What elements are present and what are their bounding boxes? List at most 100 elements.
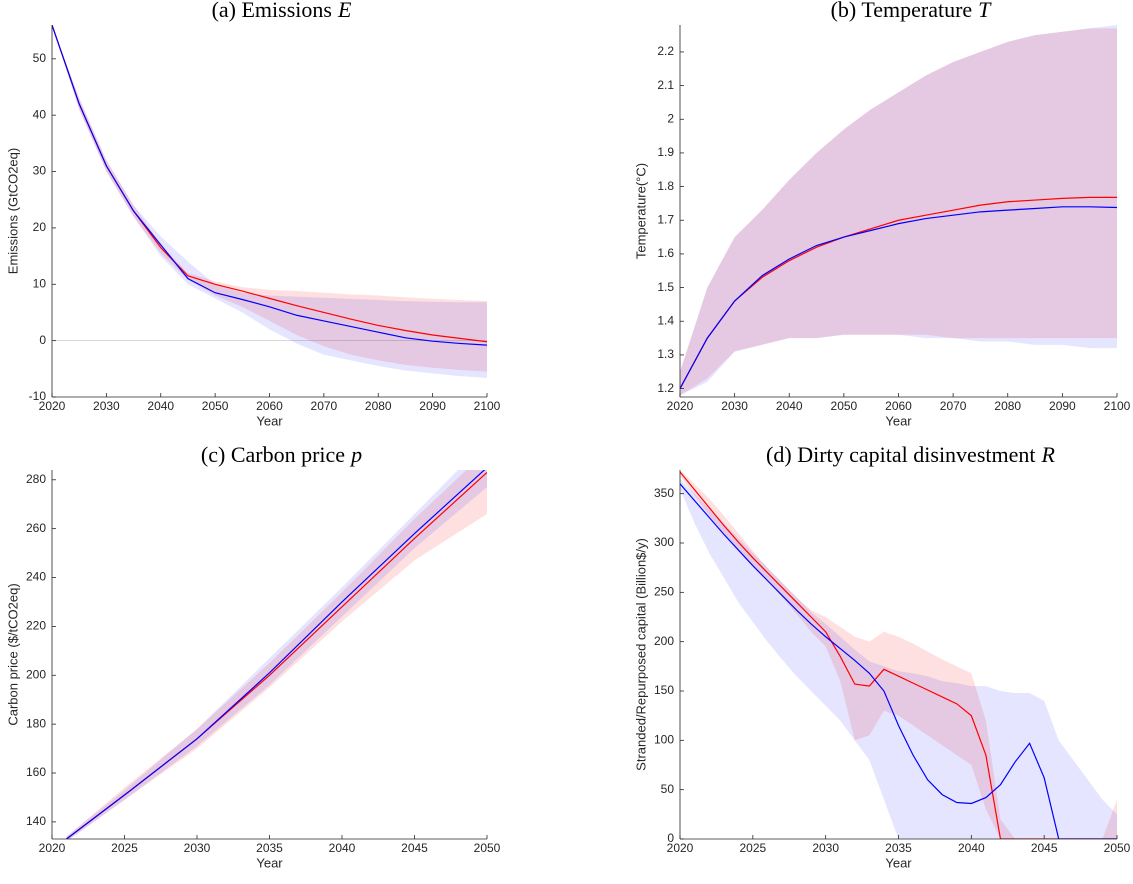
y-axis-label: Emissions (GtCO2eq): [5, 148, 20, 274]
y-tick-label: 200: [654, 634, 674, 648]
x-tick-label: 2020: [667, 841, 694, 855]
x-tick-label: 2100: [1104, 399, 1131, 413]
x-tick-label: 2030: [184, 841, 211, 855]
band: [680, 478, 1117, 839]
x-tick-label: 2040: [147, 399, 174, 413]
band: [680, 25, 1117, 396]
x-tick-label: 2035: [256, 841, 283, 855]
x-axis-label: Year: [256, 855, 283, 870]
title-text: (b) Temperature: [831, 0, 973, 22]
x-tick-label: 2080: [994, 399, 1021, 413]
x-tick-label: 2040: [329, 841, 356, 855]
y-tick-label: 240: [26, 570, 46, 584]
chart-title: (d) Dirty capital disinvestment R: [766, 442, 1055, 467]
x-tick-label: 2045: [401, 841, 428, 855]
y-tick-label: 100: [654, 733, 674, 747]
band: [52, 25, 487, 378]
panel: 2020 2025 2030 2035 2040 2045 2050 140 160 180 200…: [5, 442, 501, 870]
x-tick-label: 2025: [111, 841, 138, 855]
x-tick-label: 2060: [256, 399, 283, 413]
x-tick-label: 2050: [202, 399, 229, 413]
y-tick-label: 0: [39, 333, 46, 347]
y-axis-label: Stranded/Repurposed capital (Billion$/y): [633, 538, 648, 771]
plot-area: [66, 470, 487, 839]
band: [66, 470, 487, 839]
x-tick-label: 2050: [1104, 841, 1131, 855]
line: [680, 471, 1117, 839]
panel: 2020 2025 2030 2035 2040 2045 2050 0 50 100 150 200…: [633, 442, 1130, 870]
chart-title: (b) Temperature T: [831, 0, 993, 22]
title-symbol: E: [337, 0, 352, 22]
y-tick-label: 200: [26, 667, 46, 681]
band: [680, 28, 1117, 396]
y-tick-label: 50: [33, 51, 47, 65]
y-tick-label: 140: [26, 814, 46, 828]
y-tick-label: 2.2: [657, 44, 674, 58]
y-tick-label: 350: [654, 486, 674, 500]
line: [66, 470, 486, 839]
y-tick-label: 280: [26, 472, 46, 486]
x-tick-label: 2090: [1049, 399, 1076, 413]
plot-area: [680, 470, 1117, 839]
y-tick-label: 10: [33, 276, 47, 290]
line: [680, 206, 1117, 389]
band: [680, 470, 1117, 839]
line: [680, 196, 1117, 389]
y-tick-label: 1.3: [657, 347, 674, 361]
y-tick-label: 1.4: [657, 313, 674, 327]
y-tick-label: 1.5: [657, 280, 674, 294]
y-tick-label: 180: [26, 716, 46, 730]
x-tick-label: 2020: [39, 399, 66, 413]
y-tick-label: 1.9: [657, 145, 674, 159]
x-axis-label: Year: [885, 413, 912, 428]
y-tick-label: 1.6: [657, 246, 674, 260]
y-tick-label: 0: [667, 831, 674, 845]
x-tick-label: 2050: [831, 399, 858, 413]
x-tick-label: 2030: [93, 399, 120, 413]
y-axis-label: Carbon price ($/tCO2eq): [5, 583, 20, 725]
panel: 2020 2030 2040 2050 2060 2070 2080 2090 2100-100…: [5, 0, 500, 428]
x-tick-label: 2035: [885, 841, 912, 855]
x-axis-label: Year: [256, 413, 283, 428]
x-tick-label: 2020: [667, 399, 694, 413]
x-tick-label: 2040: [958, 841, 985, 855]
x-tick-label: 2050: [474, 841, 501, 855]
x-tick-label: 2070: [940, 399, 967, 413]
band: [52, 25, 487, 372]
line: [680, 483, 1117, 839]
y-tick-label: 20: [33, 220, 47, 234]
y-tick-label: 260: [26, 521, 46, 535]
plot-area: [680, 25, 1117, 396]
title-symbol: R: [1040, 442, 1055, 467]
y-tick-label: 2: [667, 111, 674, 125]
y-axis-label: Temperature(°C): [633, 163, 648, 259]
title-text: (c) Carbon price: [201, 442, 345, 467]
y-tick-label: 40: [33, 107, 47, 121]
y-tick-label: 300: [654, 535, 674, 549]
x-tick-label: 2020: [39, 841, 66, 855]
x-tick-label: 2045: [1031, 841, 1058, 855]
y-tick-label: 150: [654, 683, 674, 697]
y-tick-label: 50: [661, 782, 675, 796]
x-tick-label: 2100: [474, 399, 501, 413]
x-tick-label: 2080: [365, 399, 392, 413]
x-tick-label: 2060: [885, 399, 912, 413]
x-tick-label: 2070: [311, 399, 338, 413]
line: [52, 25, 487, 346]
title-text: (a) Emissions: [212, 0, 332, 22]
y-tick-label: 1.8: [657, 179, 674, 193]
y-tick-label: 1.2: [657, 381, 674, 395]
y-tick-label: 30: [33, 164, 47, 178]
x-tick-label: 2090: [419, 399, 446, 413]
y-tick-label: 2.1: [657, 78, 674, 92]
band: [66, 470, 487, 839]
x-tick-label: 2025: [739, 841, 766, 855]
plot-area: [52, 25, 487, 378]
panel: 2020 2030 2040 2050 2060 2070 2080 2090 2100 1.2 1…: [633, 0, 1130, 428]
x-tick-label: 2030: [812, 841, 839, 855]
y-tick-label: 220: [26, 619, 46, 633]
chart-title: (c) Carbon price p: [201, 442, 362, 467]
x-axis-label: Year: [885, 855, 912, 870]
title-text: (d) Dirty capital disinvestment: [766, 442, 1035, 467]
